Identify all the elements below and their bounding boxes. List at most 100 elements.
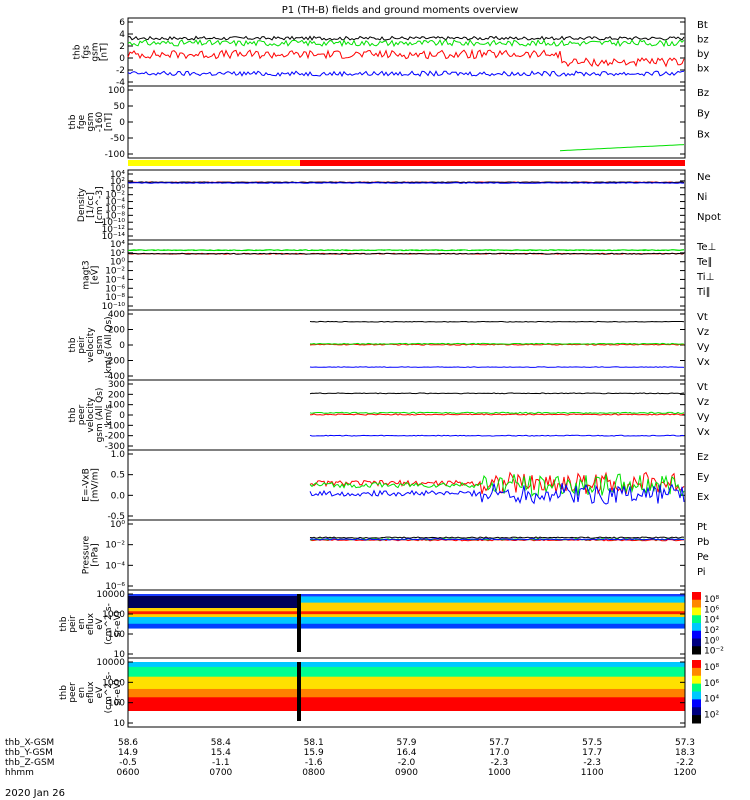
xaxis-tick-label: 58.6 — [118, 738, 138, 748]
series-Bt — [127, 35, 685, 41]
ytick-label: 10⁻¹² — [102, 225, 126, 235]
ylabel-peir_spec: thb — [59, 616, 69, 631]
ytick-label: 10⁴ — [110, 170, 125, 180]
colorbar-cell — [692, 715, 701, 724]
ytick-label: 200 — [108, 326, 125, 336]
ylabel-peer_v: velocity — [86, 397, 96, 433]
spectrogram-band — [128, 611, 685, 616]
ylabel-peir_spec: eV — [95, 617, 105, 630]
colorbar-cell — [692, 623, 701, 632]
ylabel-peir_v: gsm — [95, 335, 105, 354]
legend-Npot: Npot — [697, 212, 721, 223]
ytick-label: -300 — [105, 442, 126, 452]
ytick-label: 10⁴ — [110, 240, 125, 250]
ytick-label: 10² — [110, 177, 125, 187]
ytick-label: 100 — [108, 699, 125, 709]
ylabel-peir_spec: (cm^2-s- — [104, 603, 114, 645]
ytick-label: 0 — [119, 341, 125, 351]
legend-Ez: Ez — [697, 452, 709, 463]
xaxis-tick-label: -1.1 — [212, 758, 230, 768]
ylabel-efield: E=-VxB — [82, 468, 92, 502]
xaxis-tick-label: 1200 — [674, 768, 697, 778]
ytick-label: 10⁻¹⁰ — [102, 302, 126, 312]
ylabel-peer_v: gsm (All Qs) — [95, 388, 105, 443]
spectrogram-band — [128, 628, 685, 642]
ytick-label: 10⁻¹⁰ — [102, 218, 126, 228]
ylabel-peir_spec: peir — [68, 615, 78, 633]
ylabel-peir_spec: eflux — [86, 612, 96, 635]
legend-Vz: Vz — [697, 327, 709, 338]
legend-Bx: Bx — [697, 129, 710, 140]
xaxis-tick-label: 57.5 — [582, 738, 602, 748]
colorbar-cell — [692, 707, 701, 716]
ytick-label: 10 — [114, 719, 126, 729]
xaxis-tick-label: -2.3 — [491, 758, 509, 768]
ytick-label: 10² — [110, 249, 125, 259]
ylabel-fge: thb — [68, 114, 78, 129]
ytick-label: 10⁻⁴ — [105, 275, 125, 285]
xaxis-tick-label: 16.4 — [396, 748, 416, 758]
spectrogram-band — [128, 596, 300, 608]
colorbar-cell — [692, 638, 701, 647]
ytick-label: 10⁻² — [105, 541, 125, 551]
ytick-label: 6 — [119, 18, 125, 28]
ylabel-pressure: [nPa] — [91, 543, 101, 566]
xaxis-tick-label: 0900 — [395, 768, 418, 778]
series-Vt — [309, 392, 685, 395]
ytick-label: -200 — [105, 432, 126, 442]
status-bar-yellow — [128, 160, 300, 166]
legend-Bt: Bt — [697, 20, 708, 31]
series-bx — [127, 70, 685, 78]
legend-Ex: Ex — [697, 492, 709, 503]
colorbar-tick-label: 10⁴ — [704, 616, 719, 626]
panel-peir_spec: thb peir en eflux eV (cm^2-s-sr-eV)10⁸10⁶10⁴1… — [59, 589, 724, 660]
ytick-label: 0 — [119, 54, 125, 64]
colorbar-cell — [692, 607, 701, 616]
spectrogram-band — [128, 688, 685, 699]
ytick-label: 10⁻⁶ — [105, 284, 125, 294]
colorbar-cell — [692, 615, 701, 624]
ytick-label: -4 — [116, 78, 125, 88]
ylabel-peir_spec: en — [77, 618, 87, 629]
spectrogram-band — [128, 596, 685, 604]
ylabel-peer_v: km/s — [104, 404, 114, 426]
xaxis-tick-label: -2.0 — [398, 758, 416, 768]
legend-by: by — [697, 49, 709, 60]
ytick-label: 0 — [119, 411, 125, 421]
xaxis-tick-label: 58.1 — [304, 738, 324, 748]
colorbar-tick-label: 10⁸ — [704, 595, 719, 605]
colorbar-cell — [692, 592, 701, 601]
xaxis-tick-label: -1.6 — [305, 758, 323, 768]
colorbar-cell — [692, 691, 701, 700]
legend-Te⊥: Te⊥ — [696, 242, 716, 253]
ytick-label: 0.5 — [111, 471, 125, 481]
xaxis-tick-label: 14.9 — [118, 748, 138, 758]
xaxis-row-label: thb_Y-GSM — [5, 748, 53, 758]
ylabel-peer_spec: en — [77, 687, 87, 698]
ylabel-peer_spec: (cm^2-s- — [104, 672, 114, 714]
xaxis-tick-label: 15.9 — [304, 748, 324, 758]
panel-frame — [127, 17, 686, 87]
panel-frame — [127, 449, 686, 521]
ytick-label: 10⁻⁴ — [105, 198, 125, 208]
colorbar-cell — [692, 675, 701, 685]
panel-frame — [127, 85, 686, 159]
colorbar-cell — [692, 667, 701, 677]
panel-peer_v: thb peer velocity gsm (All Qs) km/s 300200100… — [68, 379, 710, 452]
series-bz — [127, 48, 685, 68]
legend-Vt: Vt — [697, 312, 708, 323]
panel-frame — [127, 169, 686, 241]
series-Vy — [309, 342, 685, 345]
ytick-label: 10⁻⁶ — [105, 582, 125, 592]
legend-Bz: Bz — [697, 88, 709, 99]
ylabel-peir_v: thb — [68, 337, 78, 352]
legend-bz: bz — [697, 35, 709, 46]
ylabel-fgs: fgs — [82, 45, 92, 59]
colorbar-cell — [692, 646, 701, 655]
legend-Pb: Pb — [697, 537, 709, 548]
legend-Ti∥: Ti∥ — [696, 287, 711, 298]
spectrogram-band — [128, 594, 685, 598]
